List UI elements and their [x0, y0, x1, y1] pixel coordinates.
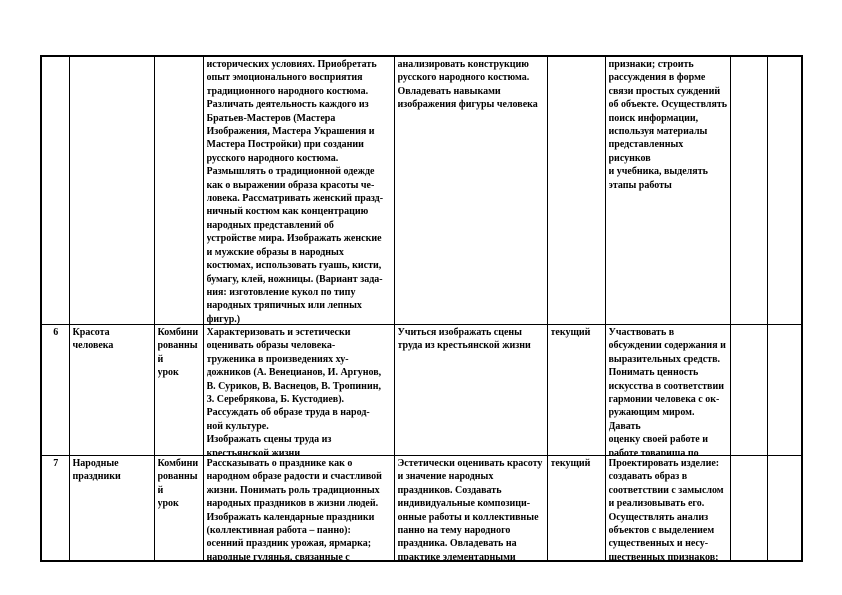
cell-empty-1 — [729, 55, 768, 325]
cell-lesson-type: Комбини рованный урок — [153, 455, 204, 562]
cell-lesson-number: 7 — [40, 455, 70, 562]
lesson-number — [45, 58, 67, 324]
uud-text: Проектировать изделие: создавать образ в… — [608, 458, 724, 560]
topic-text — [73, 58, 152, 324]
lesson-type-text: Комбини рованный урок — [157, 458, 199, 510]
uud-text: Участвовать в обсуждении содержания и вы… — [608, 327, 726, 455]
student-activities-text: Рассказывать о празднике как о народном … — [206, 458, 382, 560]
lesson-type-text — [158, 58, 201, 324]
control-type-text: текущий — [550, 327, 591, 338]
cell-lesson-type: Комбини рованный урок — [153, 324, 204, 456]
empty-cell-text — [771, 58, 800, 324]
table-row-continuation: исторических условиях. Приобретать опыт … — [40, 55, 803, 325]
cell-planned-results: анализировать конструкцию русского народ… — [393, 55, 548, 325]
cell-planned-results: Учиться изображать сцены труда из кресть… — [393, 324, 548, 456]
cell-empty-1 — [729, 324, 768, 456]
cell-uud: признаки; строить рассуждения в форме св… — [604, 55, 731, 325]
cell-planned-results: Эстетически оценивать красоту и значение… — [393, 455, 548, 562]
topic-text: Красота человека — [72, 327, 114, 352]
planned-results-text: Учиться изображать сцены труда из кресть… — [397, 327, 531, 352]
cell-empty-1 — [729, 455, 768, 562]
empty-cell-text — [771, 326, 800, 455]
empty-cell-text — [734, 326, 765, 455]
cell-student-activities: Характеризовать и эстетически оценивать … — [202, 324, 395, 456]
empty-cell-text — [771, 457, 800, 560]
student-activities-text: исторических условиях. Приобретать опыт … — [206, 59, 384, 324]
lesson-number: 6 — [53, 327, 59, 338]
control-type-text — [551, 58, 603, 324]
uud-text: признаки; строить рассуждения в форме св… — [608, 59, 728, 191]
empty-cell-text — [734, 457, 765, 560]
student-activities-text: Характеризовать и эстетически оценивать … — [206, 327, 382, 455]
cell-student-activities: исторических условиях. Приобретать опыт … — [202, 55, 395, 325]
cell-empty-2 — [766, 455, 803, 562]
cell-topic: Народные праздники — [68, 455, 155, 562]
lesson-number: 7 — [53, 458, 59, 469]
table-row-6: 6 Красота человека Комбини рованный урок… — [40, 324, 803, 456]
empty-cell-text — [734, 58, 765, 324]
cell-control-type: текущий — [546, 455, 606, 562]
cell-lesson-number — [40, 55, 70, 325]
cell-empty-2 — [766, 55, 803, 325]
planned-results-text: Эстетически оценивать красоту и значение… — [397, 458, 543, 560]
cell-topic — [68, 55, 155, 325]
curriculum-table: исторических условиях. Приобретать опыт … — [40, 55, 803, 562]
lesson-type-text: Комбини рованный урок — [157, 327, 199, 379]
cell-student-activities: Рассказывать о празднике как о народном … — [202, 455, 395, 562]
planned-results-text: анализировать конструкцию русского народ… — [397, 59, 538, 111]
topic-text: Народные праздники — [72, 458, 121, 483]
cell-lesson-type — [153, 55, 204, 325]
cell-uud: Проектировать изделие: создавать образ в… — [604, 455, 731, 562]
cell-topic: Красота человека — [68, 324, 155, 456]
table-row-7: 7 Народные праздники Комбини рованный ур… — [40, 455, 803, 562]
cell-empty-2 — [766, 324, 803, 456]
cell-control-type — [546, 55, 606, 325]
cell-uud: Участвовать в обсуждении содержания и вы… — [604, 324, 731, 456]
cell-control-type: текущий — [546, 324, 606, 456]
cell-lesson-number: 6 — [40, 324, 70, 456]
control-type-text: текущий — [550, 458, 591, 469]
